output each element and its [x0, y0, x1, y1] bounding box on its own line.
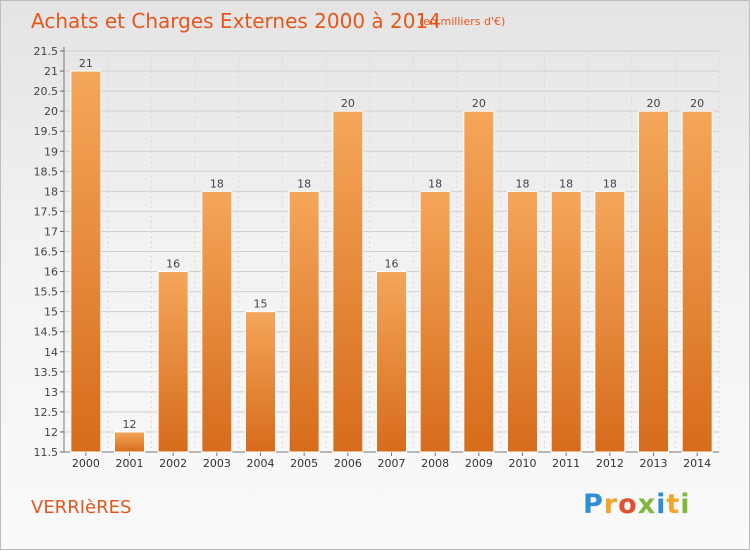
y-tick-label: 13 — [44, 386, 58, 399]
x-tick-label: 2007 — [378, 457, 406, 470]
x-tick-label: 2010 — [509, 457, 537, 470]
y-tick-label: 14.5 — [34, 326, 59, 339]
y-tick-label: 18 — [44, 185, 58, 198]
logo-letter: o — [618, 489, 638, 520]
data-label: 16 — [166, 258, 180, 271]
y-tick-label: 13.5 — [34, 366, 59, 379]
x-tick-label: 2005 — [290, 457, 318, 470]
bar — [681, 110, 713, 453]
data-label: 20 — [647, 97, 661, 110]
town-name: VERRIèRES — [31, 497, 132, 518]
data-label: 20 — [472, 97, 486, 110]
bar — [594, 190, 626, 453]
bar — [114, 431, 145, 453]
x-tick-label: 2011 — [552, 457, 580, 470]
data-label: 16 — [385, 258, 399, 271]
proxiti-logo: Proxiti — [583, 489, 691, 520]
x-tick-label: 2006 — [334, 457, 362, 470]
logo-letter: i — [656, 489, 667, 520]
data-label: 18 — [210, 177, 224, 190]
y-tick-label: 12 — [44, 426, 58, 439]
bar — [638, 110, 669, 453]
x-tick-label: 2001 — [116, 457, 144, 470]
bar — [201, 190, 233, 453]
logo-letter: i — [680, 489, 691, 520]
logo-letter: x — [637, 489, 657, 520]
bars — [70, 70, 713, 453]
bar — [245, 311, 276, 453]
bar — [550, 190, 582, 453]
bar — [376, 271, 407, 453]
data-labels: 21 12 16 18 15 18 20 16 18 20 18 18 18 20 20 — [79, 57, 704, 431]
bar — [332, 110, 364, 453]
y-tick-label: 12.5 — [34, 406, 59, 419]
data-label: 18 — [603, 177, 617, 190]
y-tick-label: 19 — [44, 145, 58, 158]
x-tick-label: 2002 — [159, 457, 187, 470]
y-tick-label: 19.5 — [34, 125, 59, 138]
y-tick-label: 15.5 — [34, 286, 59, 299]
y-tick-label: 21 — [44, 65, 58, 78]
y-tick-label: 21.5 — [34, 45, 59, 58]
y-tick-labels: 11.5 12 12.5 13 13.5 14 14.5 15 15.5 16 16.5 17 17.5… — [34, 45, 59, 459]
x-tick-label: 2003 — [203, 457, 231, 470]
x-tick-label: 2013 — [640, 457, 668, 470]
bar — [463, 110, 495, 453]
bar — [288, 190, 320, 453]
bar — [70, 70, 102, 453]
y-tick-label: 14 — [44, 346, 58, 359]
y-tick-label: 18.5 — [34, 165, 59, 178]
x-tick-label: 2009 — [465, 457, 493, 470]
x-tick-labels: 2000 2001 2002 2003 2004 2005 2006 2007 2008 2009… — [72, 457, 711, 470]
data-label: 18 — [428, 177, 442, 190]
data-label: 18 — [516, 177, 530, 190]
y-tick-label: 15 — [44, 306, 58, 319]
y-tick-label: 20.5 — [34, 85, 59, 98]
x-tick-label: 2014 — [683, 457, 711, 470]
y-tick-label: 20 — [44, 105, 58, 118]
chart-subtitle: (en milliers d'€) — [419, 15, 506, 28]
bar — [507, 190, 538, 453]
logo-letter: r — [603, 489, 619, 520]
y-tick-label: 11.5 — [34, 446, 59, 459]
y-tick-label: 17 — [44, 225, 58, 238]
data-label: 20 — [690, 97, 704, 110]
data-label: 20 — [341, 97, 355, 110]
chart-title: Achats et Charges Externes 2000 à 2014 — [31, 9, 441, 33]
x-tick-label: 2000 — [72, 457, 100, 470]
data-label: 18 — [559, 177, 573, 190]
y-tick-label: 16 — [44, 266, 58, 279]
data-label: 21 — [79, 57, 93, 70]
logo-letter: P — [583, 489, 604, 520]
y-tick-label: 16.5 — [34, 246, 59, 259]
x-tick-label: 2012 — [596, 457, 624, 470]
bar — [419, 190, 451, 453]
data-label: 15 — [254, 298, 268, 311]
x-tick-label: 2008 — [421, 457, 449, 470]
logo-letter: t — [666, 489, 681, 520]
bar — [157, 271, 189, 453]
y-tick-label: 17.5 — [34, 205, 59, 218]
data-label: 18 — [297, 177, 311, 190]
data-label: 12 — [123, 418, 137, 431]
x-tick-label: 2004 — [247, 457, 275, 470]
